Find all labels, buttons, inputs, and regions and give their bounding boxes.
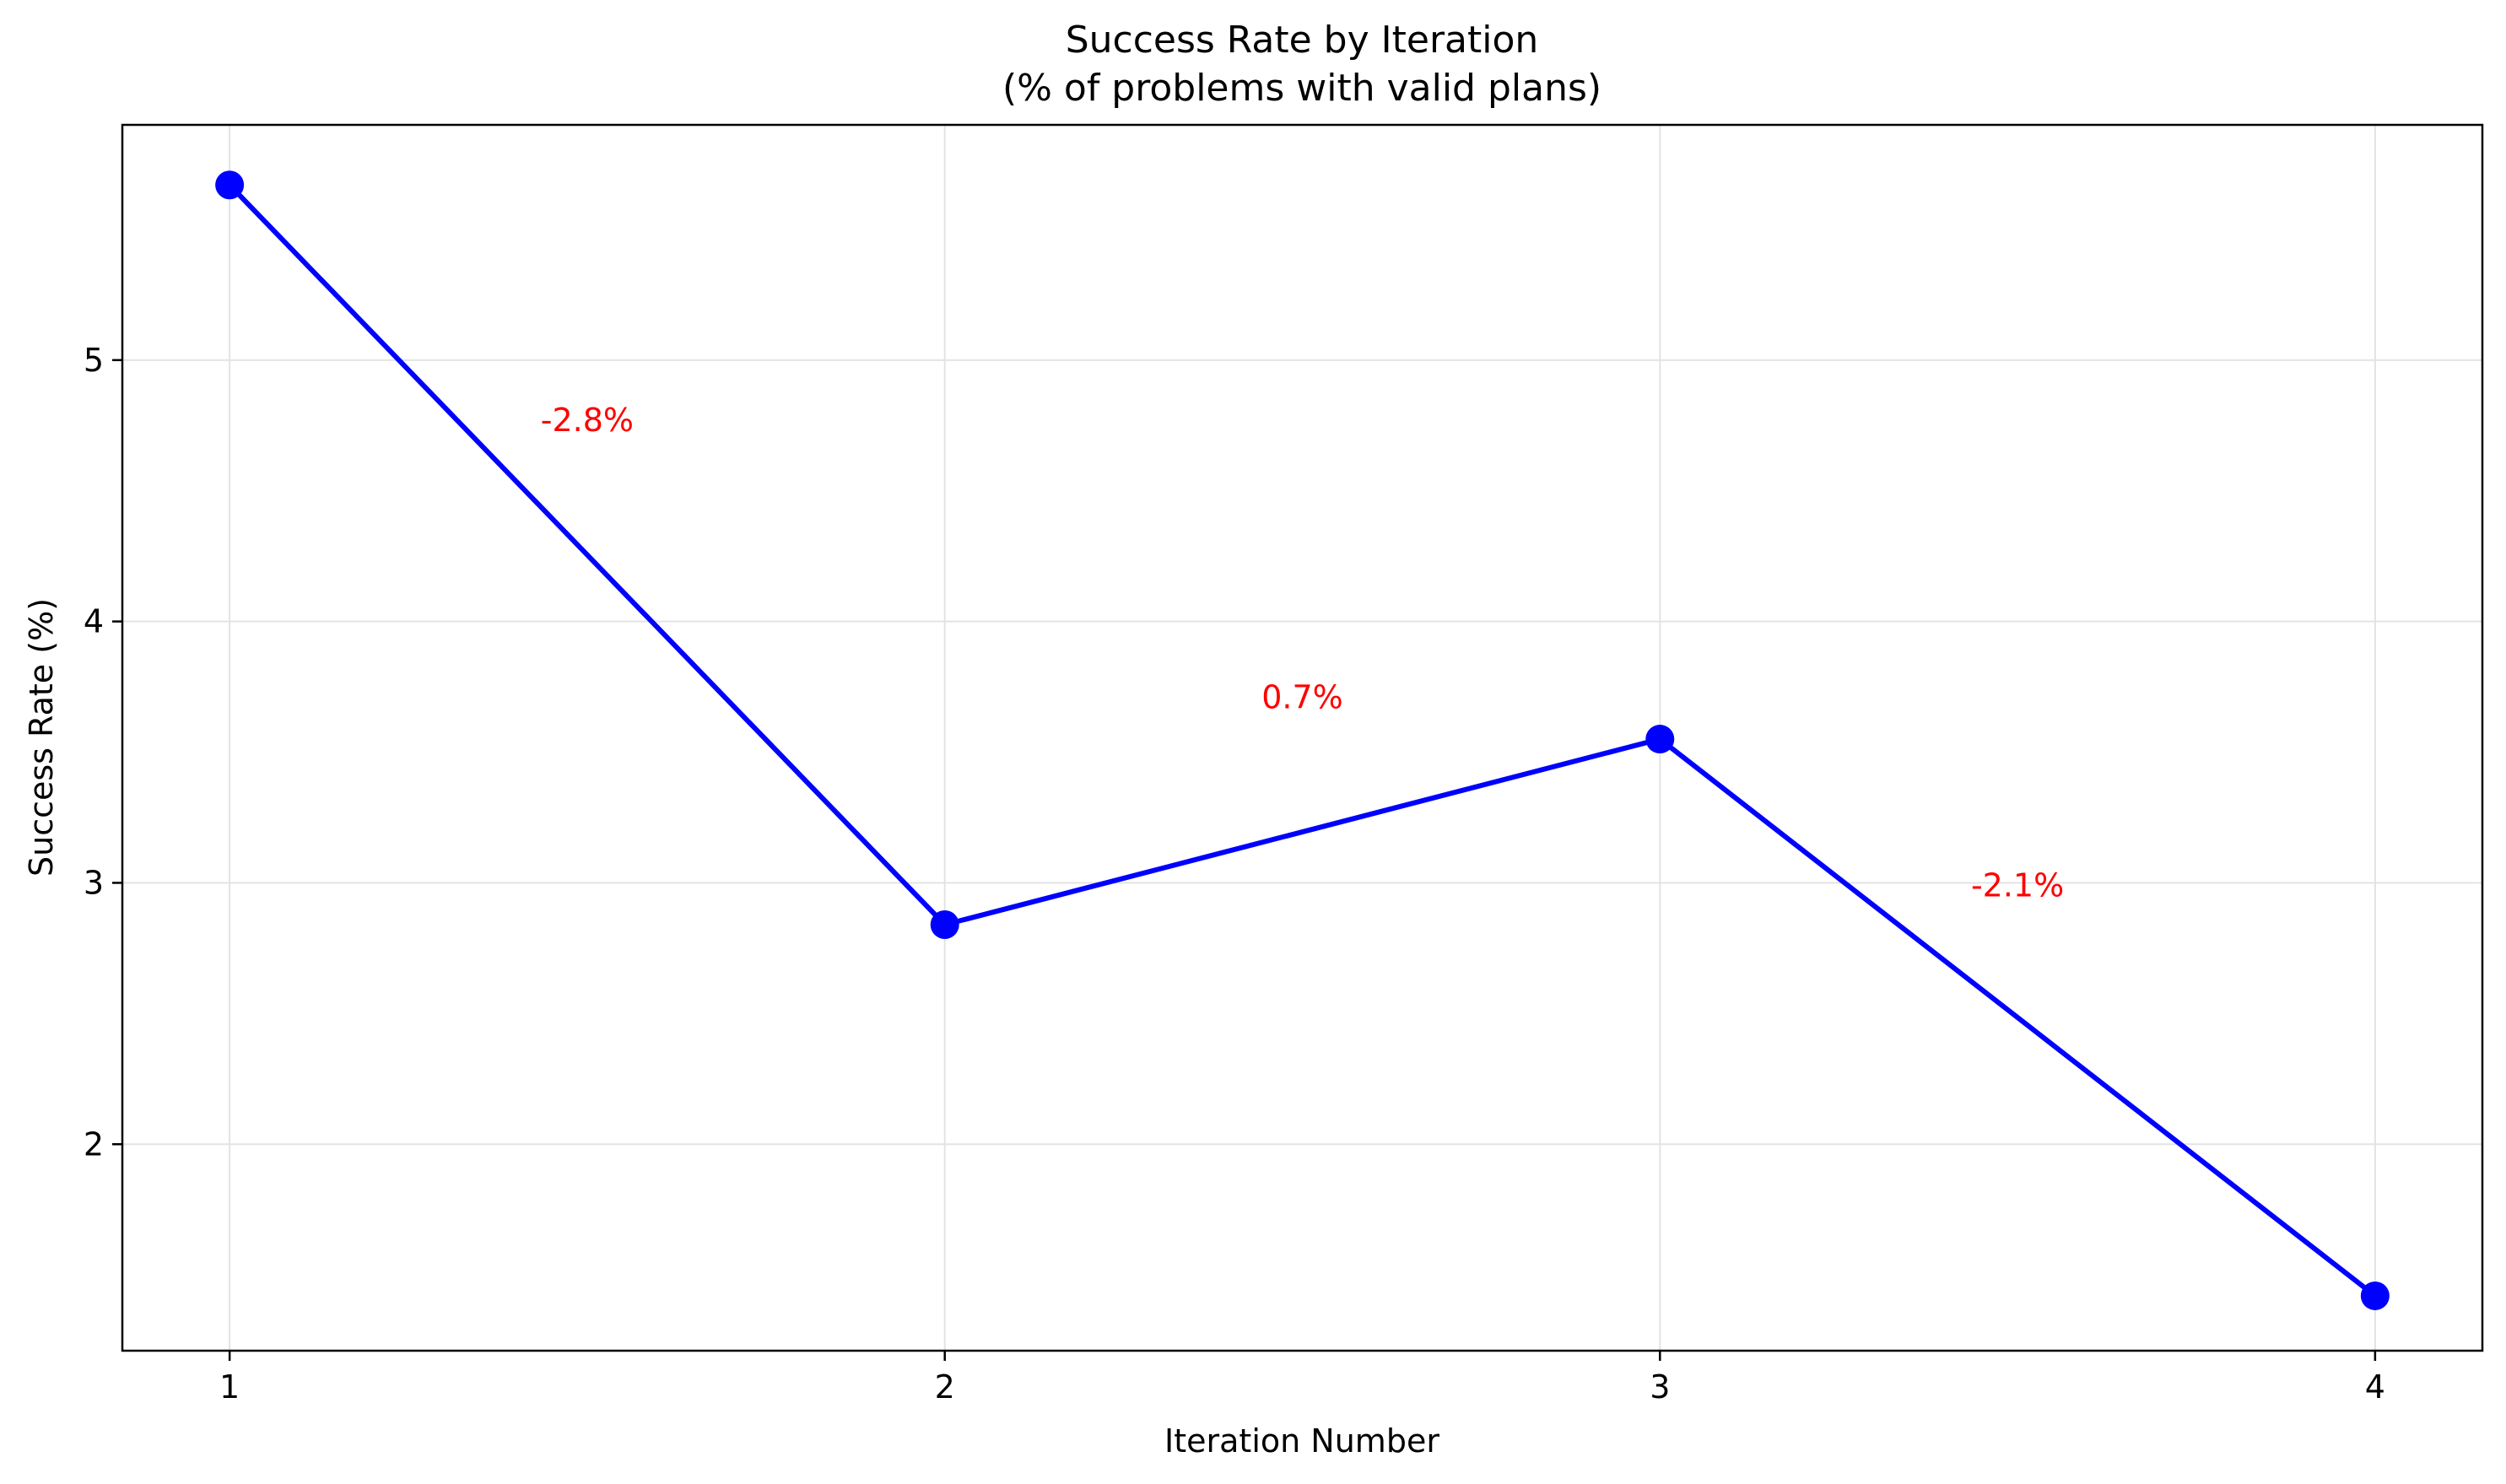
plot-frame <box>121 123 2484 1352</box>
x-tick-label: 2 <box>935 1368 955 1406</box>
change-annotation: 0.7% <box>1261 678 1343 715</box>
x-axis-label: Iteration Number <box>1164 1422 1439 1460</box>
x-tick-label: 4 <box>2365 1368 2385 1406</box>
grid <box>122 125 2482 1351</box>
x-tick-label: 1 <box>219 1368 240 1406</box>
data-point <box>1645 725 1675 754</box>
plot-area: -2.8% 0.7% -2.1% <box>215 170 2390 1310</box>
data-point <box>215 170 245 200</box>
data-point <box>2360 1281 2390 1310</box>
y-tick-label: 3 <box>84 864 104 901</box>
axes: 1 2 3 4 2 3 4 5 <box>84 342 2385 1406</box>
series-line <box>227 183 2377 1298</box>
y-tick-label: 2 <box>84 1125 104 1163</box>
chart-title: Success Rate by Iteration <box>1066 19 1539 62</box>
y-tick-label: 5 <box>84 342 104 379</box>
y-tick-label: 4 <box>84 603 104 640</box>
chart-subtitle: (% of problems with valid plans) <box>1002 67 1601 110</box>
change-annotation: -2.1% <box>1971 867 2064 904</box>
y-axis-label: Success Rate (%) <box>23 598 60 877</box>
x-tick-label: 3 <box>1650 1368 1670 1406</box>
data-point <box>930 910 959 940</box>
change-annotation: -2.8% <box>541 402 634 439</box>
